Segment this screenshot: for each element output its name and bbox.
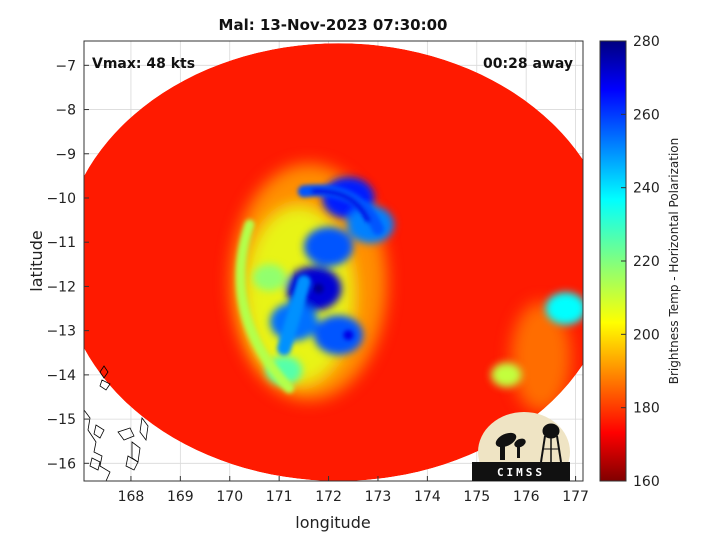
colorbar-ticks: 280 260 240 220 200 180 160 — [621, 34, 660, 490]
y-tick-label: −12 — [46, 279, 76, 295]
feature-arc-west — [252, 264, 286, 291]
x-axis-ticks: 168 169 170 171 172 173 174 175 176 177 — [118, 476, 589, 505]
x-tick-label: 173 — [365, 489, 392, 505]
satellite-dish-icon — [495, 432, 526, 460]
colorbar-tick-label: 260 — [633, 107, 660, 123]
plot-frame — [83, 40, 584, 482]
coastline — [84, 365, 149, 481]
x-tick-label: 172 — [315, 489, 342, 505]
y-tick-label: −8 — [55, 103, 76, 119]
colorbar-tick-label: 280 — [633, 34, 660, 50]
colorbar-tick-label: 240 — [633, 181, 660, 197]
feature-east-edge-cells — [545, 292, 583, 325]
x-tick-label: 168 — [118, 489, 145, 505]
logo-text: CIMSS — [497, 466, 545, 479]
x-axis-label: longitude — [295, 513, 370, 532]
colorbar-tick-label: 200 — [633, 327, 660, 343]
logo-banner — [472, 462, 570, 481]
y-tick-label: −13 — [46, 324, 76, 340]
y-tick-label: −7 — [55, 58, 76, 74]
x-tick-label: 170 — [216, 489, 243, 505]
y-tick-label: −11 — [46, 235, 76, 251]
x-tick-label: 171 — [266, 489, 293, 505]
colorbar-tick-label: 220 — [633, 254, 660, 270]
vmax-annotation: Vmax: 48 kts — [92, 56, 195, 72]
colorbar-label: Brightness Temp - Horizontal Polarizatio… — [667, 138, 681, 385]
x-tick-label: 169 — [167, 489, 194, 505]
feature-inner-cell — [303, 226, 354, 267]
colorbar: 280 260 240 220 200 180 160 Brightness Temp - … — [599, 34, 681, 490]
colorbar-tick-label: 180 — [633, 401, 660, 417]
y-axis-label: latitude — [27, 230, 46, 291]
time-away-annotation: 00:28 away — [483, 56, 573, 72]
y-tick-label: −15 — [46, 412, 76, 428]
feature-southeast-cells — [491, 362, 522, 388]
x-tick-label: 177 — [562, 489, 589, 505]
feature-southern-cell — [313, 315, 364, 355]
x-tick-label: 174 — [414, 489, 441, 505]
y-tick-label: −16 — [46, 456, 76, 472]
cimss-logo: CIMSS — [472, 412, 570, 481]
y-tick-label: −9 — [55, 147, 76, 163]
x-tick-label: 175 — [463, 489, 490, 505]
microwave-swath — [84, 43, 583, 481]
chart-title: Mal: 13-Nov-2023 07:30:00 — [219, 16, 448, 34]
colorbar-tick-label: 160 — [633, 474, 660, 490]
y-tick-label: −10 — [46, 191, 76, 207]
y-tick-label: −14 — [46, 368, 76, 384]
water-tower-icon — [540, 423, 562, 463]
y-axis-ticks: −7 −8 −9 −10 −11 −12 −13 −14 −15 −16 — [46, 58, 89, 472]
x-tick-label: 176 — [513, 489, 540, 505]
